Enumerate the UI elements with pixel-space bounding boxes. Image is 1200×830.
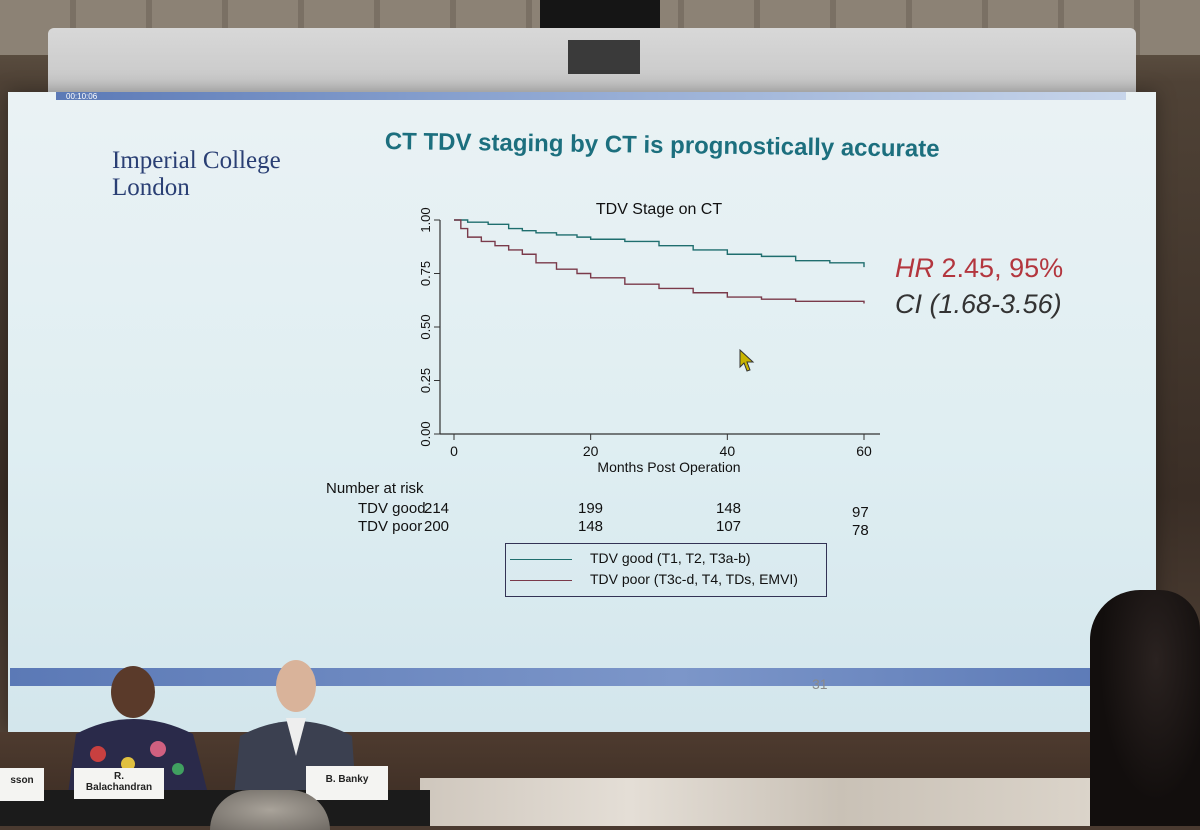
risk-cell: 199: [578, 500, 604, 517]
risk-cell: 78: [852, 522, 869, 539]
x-tick-label: 20: [583, 443, 599, 459]
hr-value: 2.45, 95%: [941, 253, 1064, 283]
marble-panel: [420, 778, 1120, 826]
y-tick-label: 1.00: [418, 207, 433, 232]
legend-swatch-good: [510, 559, 572, 560]
audience-member: [1090, 590, 1200, 826]
risk-cell: 97: [852, 504, 869, 521]
risk-cell: 200: [424, 518, 450, 535]
x-tick-label: 60: [856, 443, 872, 459]
slide-top-bar: [56, 92, 1126, 100]
institution-logo: Imperial College London: [112, 147, 281, 201]
series-line-poor: [454, 219, 865, 304]
hr-label: HR: [895, 253, 934, 283]
name-card-balachandran: R. Balachandran: [74, 768, 164, 799]
risk-table-heading: Number at risk: [326, 480, 424, 497]
legend-label-good: TDV good (T1, T2, T3a-b): [590, 550, 751, 566]
risk-cell: 214: [424, 500, 450, 517]
series-line-good: [454, 219, 865, 268]
risk-cell: 148: [578, 518, 604, 535]
name-card-left: sson: [0, 768, 44, 801]
y-tick-label: 0.25: [418, 368, 433, 393]
x-tick-label: 0: [450, 443, 458, 459]
mouse-cursor-icon: [739, 349, 755, 372]
projector-box: [568, 40, 640, 74]
risk-cell: 148: [716, 500, 742, 517]
slide-number: 31: [812, 676, 828, 692]
name-card-banky: B. Banky: [306, 766, 388, 800]
km-chart: 0 20 40 60 0.00 0.25 0.50 0.75 1.00 TDV Stage on …: [418, 201, 880, 475]
chart-legend: TDV good (T1, T2, T3a-b) TDV poor (T3c-d…: [505, 543, 827, 597]
y-tick-label: 0.50: [418, 314, 433, 339]
risk-row-label: TDV good: [358, 500, 426, 517]
x-tick-label: 40: [720, 443, 736, 459]
projection-screen: [8, 92, 1156, 732]
x-axis-label: Months Post Operation: [597, 459, 740, 475]
logo-line-2: London: [112, 174, 190, 201]
risk-row-label: TDV poor: [358, 518, 423, 535]
chart-title: TDV Stage on CT: [596, 201, 723, 218]
y-tick-label: 0.75: [418, 261, 433, 286]
legend-label-poor: TDV poor (T3c-d, T4, TDs, EMVI): [590, 571, 798, 587]
audience-head: [210, 790, 330, 830]
hazard-ratio-text: HR 2.45, 95% CI (1.68-3.56): [895, 250, 1063, 322]
y-tick-label: 0.00: [418, 421, 433, 446]
ci-label: CI: [895, 289, 922, 319]
risk-cell: 107: [716, 518, 742, 535]
logo-line-1: Imperial College: [112, 147, 281, 174]
ci-value: (1.68-3.56): [929, 289, 1062, 319]
legend-swatch-poor: [510, 580, 572, 581]
slide-timer: 00:10:06: [66, 92, 98, 101]
